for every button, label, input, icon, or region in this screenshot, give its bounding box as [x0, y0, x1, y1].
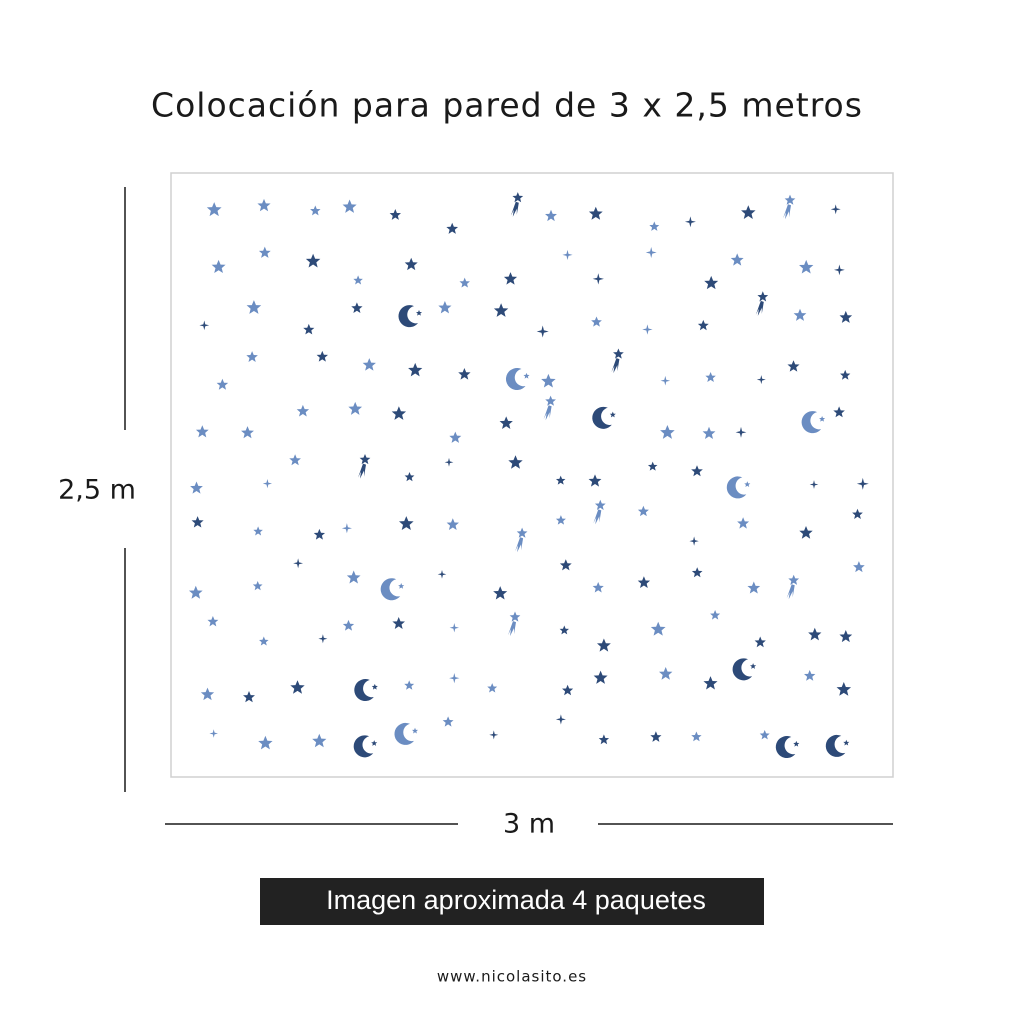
height-label: 2,5 m: [58, 475, 136, 506]
width-label: 3 m: [503, 809, 555, 840]
banner: [260, 878, 764, 925]
website: www.nicolasito.es: [437, 968, 587, 986]
banner-text: Imagen aproximada 4 paquetes: [326, 885, 706, 915]
title: Colocación para pared de 3 x 2,5 metros: [151, 86, 863, 125]
wall-frame: [170, 172, 894, 778]
